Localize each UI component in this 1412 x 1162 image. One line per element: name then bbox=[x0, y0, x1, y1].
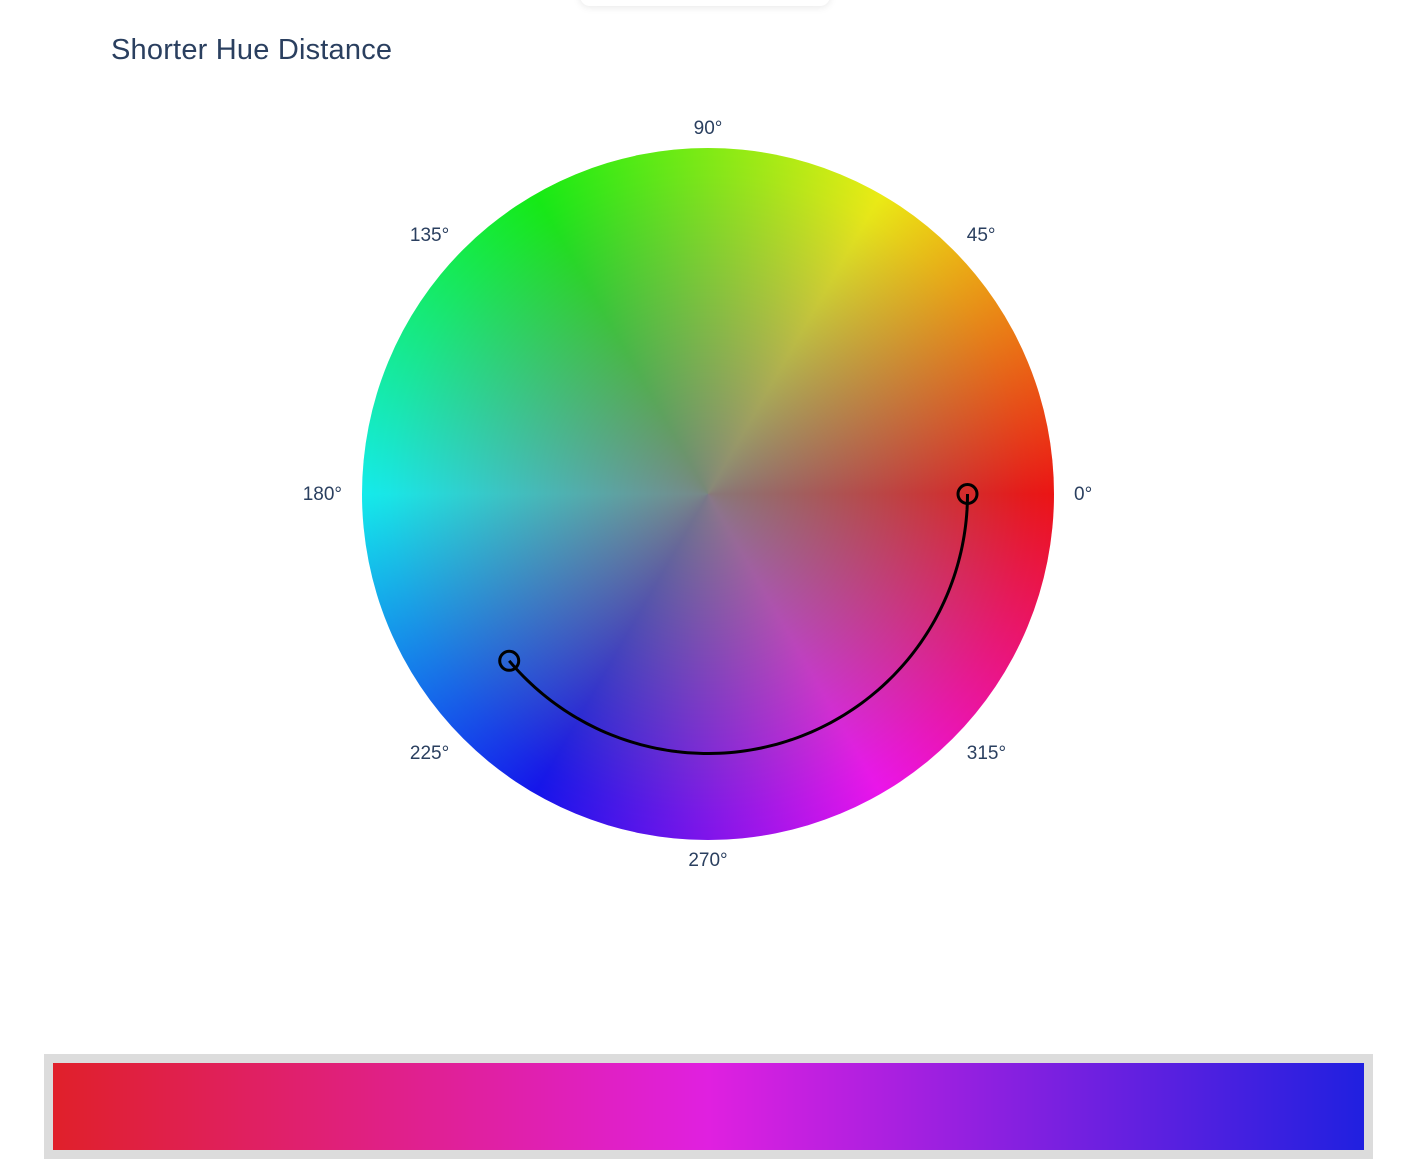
tick-label-315: 315° bbox=[967, 743, 1006, 764]
top-tab bbox=[580, 0, 830, 6]
tick-label-180: 180° bbox=[303, 484, 342, 505]
angular-tick-labels: 0° 45° 90° 135° 180° 225° 270° 315° bbox=[303, 118, 1092, 871]
tick-label-45: 45° bbox=[967, 225, 996, 246]
start-hue-marker bbox=[956, 483, 979, 505]
color-wheel-chart: 0° 45° 90° 135° 180° 225° 270° 315° bbox=[303, 118, 1092, 871]
hue-wheel bbox=[362, 148, 1054, 840]
tick-label-90: 90° bbox=[694, 118, 723, 139]
hue-path-line bbox=[508, 493, 969, 756]
tick-label-270: 270° bbox=[688, 850, 727, 871]
tick-label-225: 225° bbox=[410, 743, 449, 764]
gradient-swatch bbox=[53, 1063, 1364, 1150]
chart-title: Shorter Hue Distance bbox=[111, 34, 393, 66]
tick-label-135: 135° bbox=[410, 225, 449, 246]
gradient-bar bbox=[44, 1054, 1373, 1159]
tick-label-0: 0° bbox=[1074, 484, 1092, 505]
end-hue-marker bbox=[498, 649, 521, 672]
